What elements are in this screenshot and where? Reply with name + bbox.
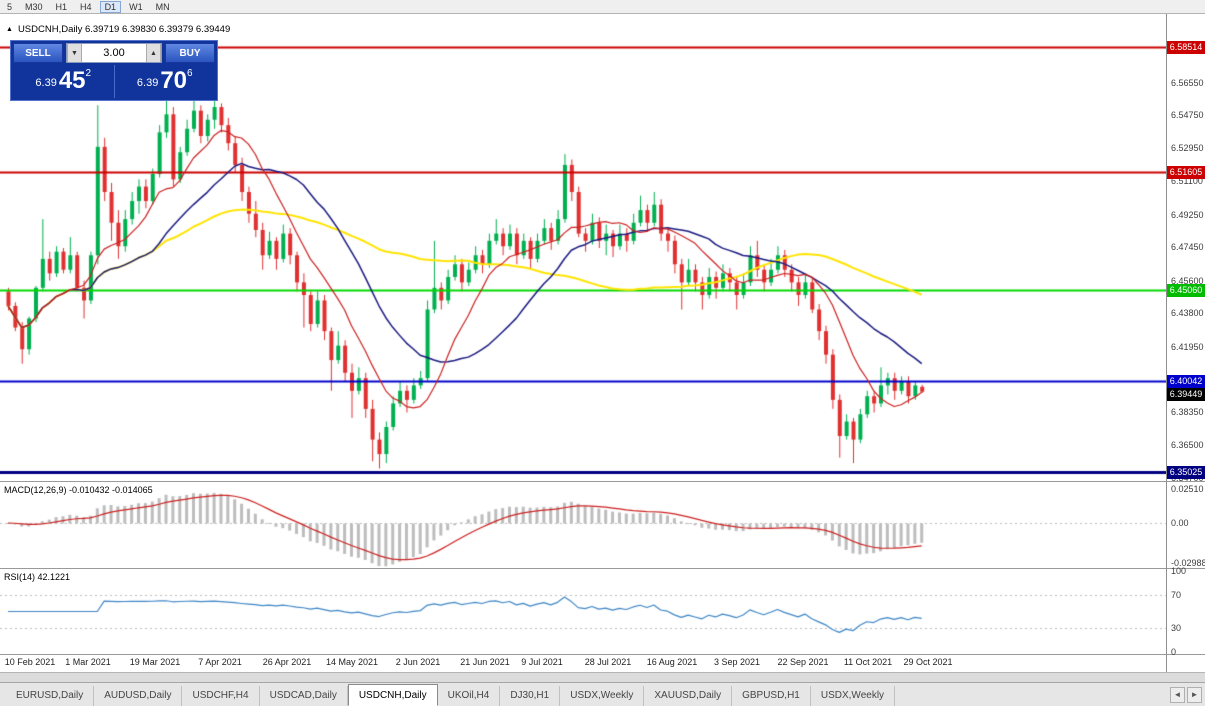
price-axis-tick: 6.43800 [1171, 308, 1204, 319]
chart-tab-gbpusd-h1[interactable]: GBPUSD,H1 [732, 686, 811, 706]
rsi-axis-tick: 100 [1171, 566, 1187, 576]
pane-divider[interactable] [0, 481, 1205, 482]
one-click-quotes-row: 6.39 45 2 6.39 70 6 [13, 65, 215, 98]
chart-tab-usdx-weekly[interactable]: USDX,Weekly [560, 686, 645, 706]
collapse-one-click-icon[interactable]: ▲ [6, 26, 13, 33]
chart-tab-usdx-weekly[interactable]: USDX,Weekly [811, 686, 896, 706]
chart-ohlc-line: USDCNH,Daily 6.39719 6.39830 6.39379 6.3… [17, 24, 231, 35]
price-axis-border [1166, 14, 1167, 672]
timeframe-button-h4[interactable]: H4 [75, 1, 97, 13]
chart-tab-eurusd-daily[interactable]: EURUSD,Daily [6, 686, 95, 706]
macd-indicator-label: MACD(12,26,9) -0.010432 -0.014065 [4, 485, 153, 495]
price-axis-badge: 6.45060 [1167, 284, 1205, 298]
macd-pane-canvas [0, 482, 1166, 568]
tabs-scroll-right-button[interactable]: ► [1187, 687, 1202, 703]
pane-divider[interactable] [0, 568, 1205, 569]
date-axis-label: 9 Jul 2021 [521, 657, 563, 667]
date-axis-label: 14 May 2021 [325, 657, 379, 667]
horizontal-scroll-strip[interactable] [0, 672, 1205, 682]
one-click-controls-row: SELL ▼ ▲ BUY [13, 43, 215, 63]
date-axis-label: 11 Oct 2021 [843, 657, 893, 667]
chart-tab-ukoil-h4[interactable]: UKOil,H4 [438, 686, 501, 706]
timeframe-toolbar: 5 M30 H1 H4 D1 W1 MN [0, 0, 1205, 14]
price-axis-tick: 6.47450 [1171, 242, 1204, 253]
date-axis-label: 28 Jul 2021 [584, 657, 632, 667]
chart-header: ▲ USDCNH,Daily 6.39719 6.39830 6.39379 6… [6, 24, 230, 35]
price-axis-badge: 6.58514 [1167, 41, 1205, 55]
buy-button[interactable]: BUY [165, 43, 215, 63]
rsi-axis-tick: 0 [1171, 647, 1177, 657]
sell-price-prefix: 6.39 [35, 77, 57, 89]
price-axis-tick: 6.38350 [1171, 406, 1204, 417]
price-axis-tick: 6.49250 [1171, 209, 1204, 220]
buy-price-display[interactable]: 6.39 70 6 [113, 65, 216, 98]
price-axis-tick: 6.45600 [1171, 275, 1204, 286]
date-axis-label: 7 Apr 2021 [198, 657, 242, 667]
volume-decrease-button[interactable]: ▼ [67, 44, 82, 62]
sell-button[interactable]: SELL [13, 43, 63, 63]
chart-tab-usdcnh-daily[interactable]: USDCNH,Daily [347, 684, 438, 706]
tabs-scroll-left-button[interactable]: ◄ [1170, 687, 1185, 703]
buy-price-pips: 70 [160, 67, 188, 94]
tab-scroll-controls: ◄ ► [1170, 687, 1202, 703]
price-axis-tick: 6.54750 [1171, 110, 1204, 121]
pane-divider [0, 654, 1205, 655]
timeframe-button-mn[interactable]: MN [151, 1, 175, 13]
date-axis-label: 19 Mar 2021 [129, 657, 181, 667]
sell-price-pips: 45 [58, 67, 86, 94]
date-axis-label: 21 Jun 2021 [460, 657, 510, 667]
price-axis-tick: 6.52950 [1171, 142, 1204, 153]
sell-price-point: 2 [85, 68, 92, 79]
macd-axis-tick: 0.02510 [1171, 484, 1204, 495]
chart-tab-usdcad-daily[interactable]: USDCAD,Daily [260, 686, 348, 706]
volume-increase-button[interactable]: ▲ [146, 44, 161, 62]
price-axis-tick: 6.36500 [1171, 440, 1204, 451]
date-axis-label: 22 Sep 2021 [777, 657, 829, 667]
price-axis-badge: 6.35025 [1167, 465, 1205, 479]
chart-tab-bar: EURUSD,Daily AUDUSD,Daily USDCHF,H4 USDCAD,… [0, 682, 1205, 706]
date-axis-label: 2 Jun 2021 [395, 657, 441, 667]
chart-tab-usdchf-h4[interactable]: USDCHF,H4 [182, 686, 260, 706]
chart-tabs: EURUSD,Daily AUDUSD,Daily USDCHF,H4 USDCAD,… [6, 684, 896, 706]
date-axis-label: 26 Apr 2021 [262, 657, 312, 667]
timeframe-button-w1[interactable]: W1 [124, 1, 148, 13]
chart-tab-dj30-h1[interactable]: DJ30,H1 [500, 686, 561, 706]
chart-tab-xauusd-daily[interactable]: XAUUSD,Daily [644, 686, 733, 706]
one-click-trading-panel: SELL ▼ ▲ BUY 6.39 45 2 6.39 70 6 [10, 40, 218, 101]
volume-input[interactable] [82, 44, 146, 62]
rsi-axis-tick: 30 [1171, 622, 1182, 633]
timeframe-button-h1[interactable]: H1 [51, 1, 73, 13]
buy-price-point: 6 [187, 68, 193, 79]
chart-tab-audusd-daily[interactable]: AUDUSD,Daily [94, 686, 183, 706]
rsi-pane-canvas [0, 569, 1166, 654]
timeframe-button-m30[interactable]: M30 [20, 1, 48, 13]
date-axis-label: 3 Sep 2021 [713, 657, 761, 667]
timeframe-button-d1[interactable]: D1 [99, 0, 122, 13]
price-axis-tick: 6.41950 [1171, 341, 1204, 352]
sell-price-display[interactable]: 6.39 45 2 [13, 65, 114, 98]
date-axis-label: 10 Feb 2021 [4, 657, 56, 667]
macd-axis-tick: 0.00 [1171, 517, 1189, 528]
price-axis-badge: 6.51605 [1167, 166, 1205, 180]
volume-stepper: ▼ ▲ [66, 43, 162, 63]
date-axis-label: 1 Mar 2021 [65, 657, 111, 667]
price-axis-tick: 6.56550 [1171, 77, 1204, 88]
rsi-indicator-label: RSI(14) 42.1221 [4, 572, 71, 582]
buy-price-prefix: 6.39 [136, 77, 159, 89]
timeframe-button-5[interactable]: 5 [2, 1, 17, 13]
date-axis-label: 29 Oct 2021 [903, 657, 953, 667]
price-axis-badge: 6.40042 [1167, 375, 1205, 389]
price-axis-badge: 6.39449 [1167, 387, 1205, 401]
macd-axis-tick: -0.02988 [1171, 558, 1205, 569]
price-axis-tick: 6.51100 [1171, 176, 1203, 187]
rsi-axis-tick: 70 [1171, 590, 1182, 601]
date-axis-label: 16 Aug 2021 [646, 657, 698, 667]
